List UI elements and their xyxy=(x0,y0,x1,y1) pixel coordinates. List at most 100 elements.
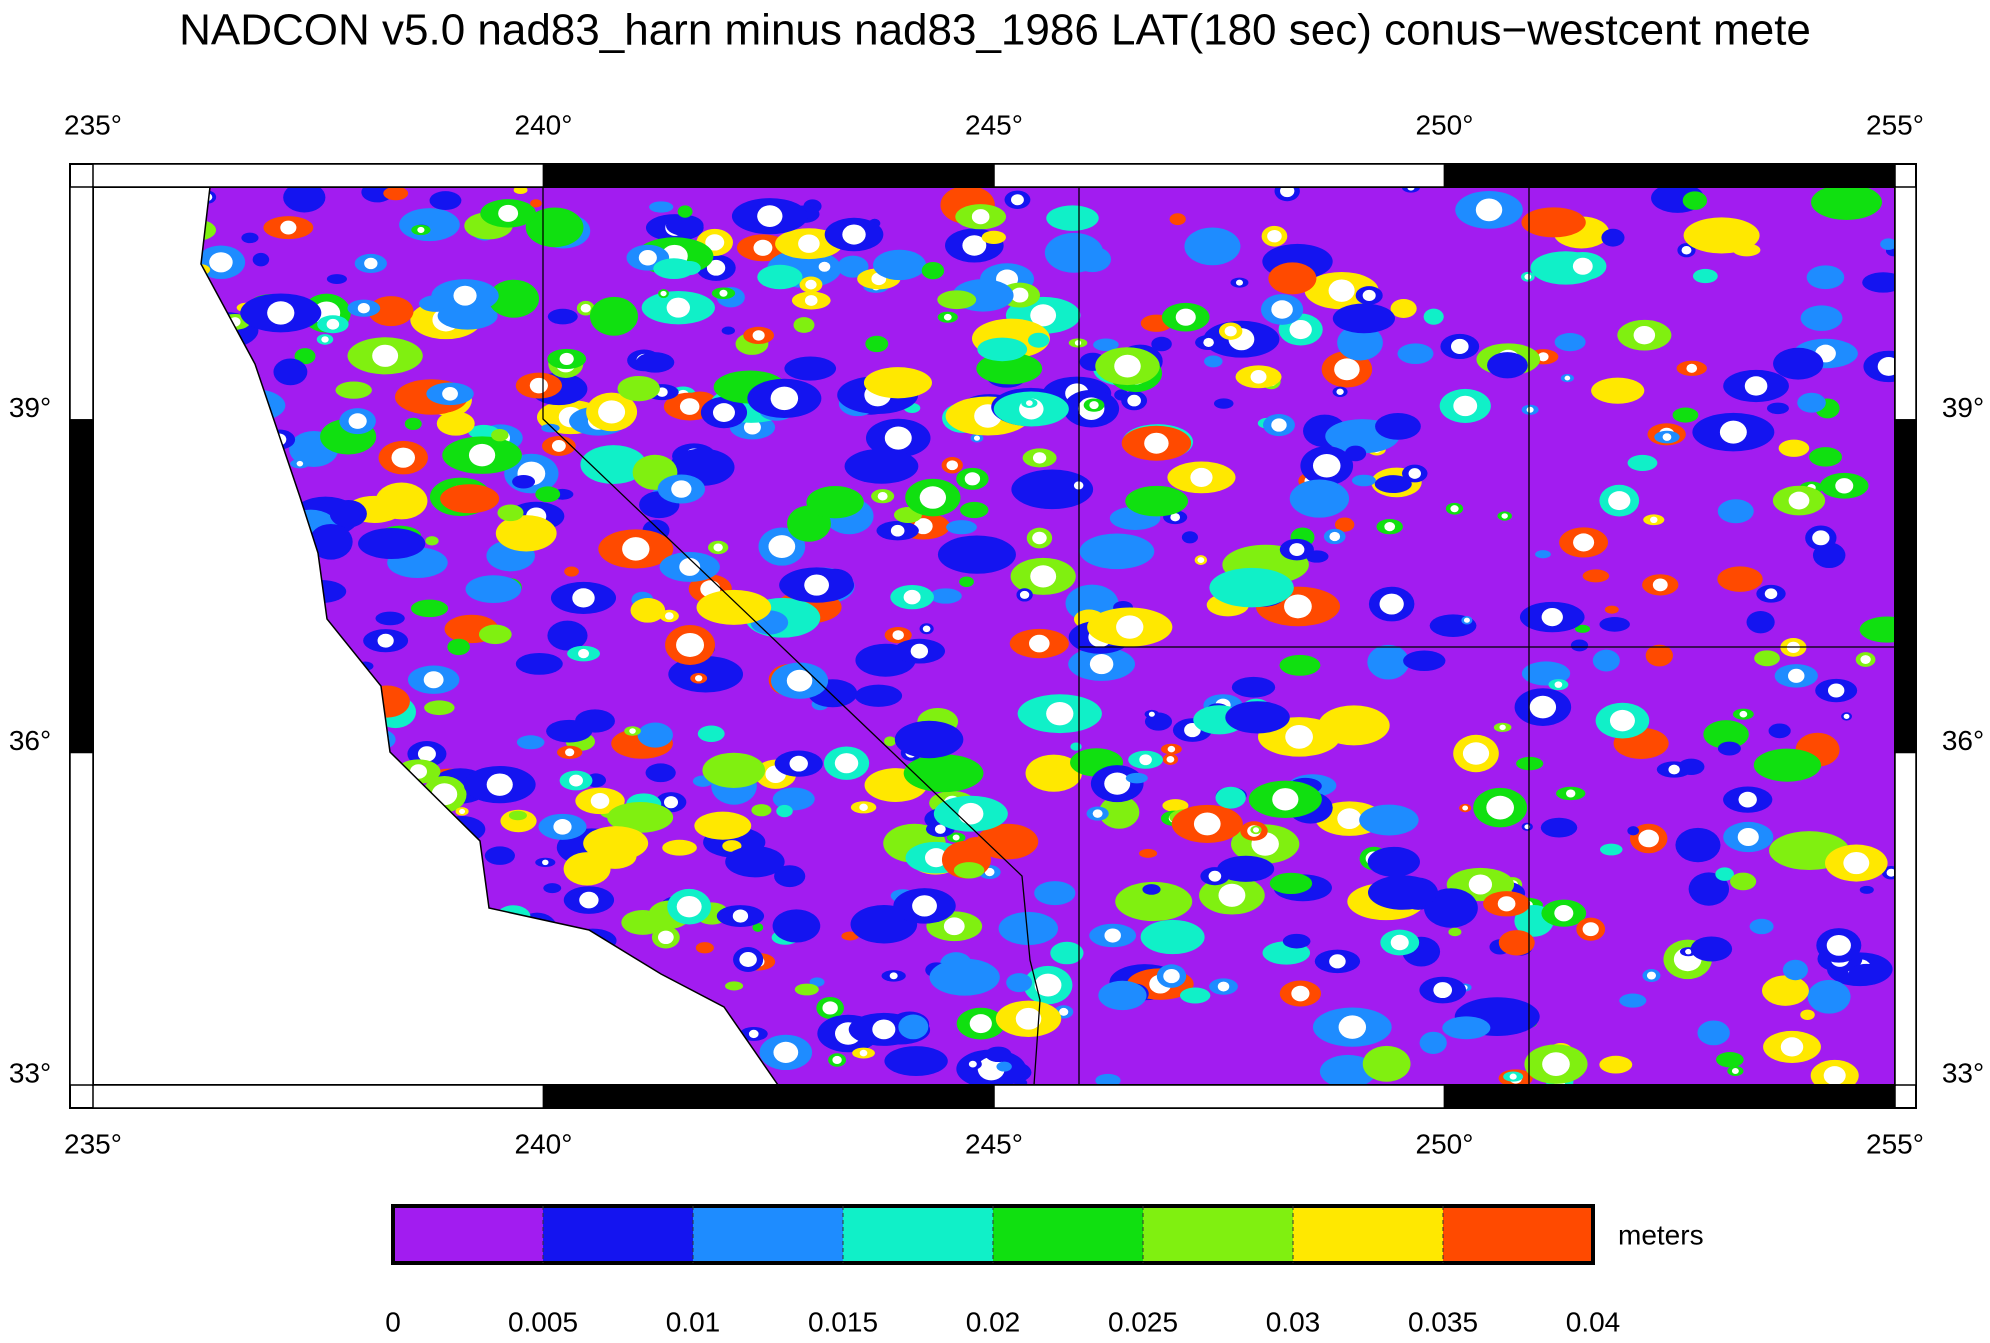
raster-blob xyxy=(1566,789,1576,798)
raster-blob xyxy=(1744,376,1768,396)
raster-blob xyxy=(1773,347,1824,380)
x-tick-label: 245° xyxy=(965,109,1023,140)
raster-blob xyxy=(513,187,528,195)
raster-blob xyxy=(668,656,744,693)
raster-blob xyxy=(969,1014,992,1034)
raster-blob xyxy=(921,261,945,280)
raster-blob xyxy=(551,440,566,452)
raster-blob xyxy=(559,352,574,366)
raster-blob xyxy=(1754,650,1780,667)
raster-blob xyxy=(1334,358,1360,381)
raster-blob xyxy=(877,491,888,501)
raster-blob xyxy=(1499,724,1506,731)
raster-blob xyxy=(326,274,347,284)
raster-blob xyxy=(1217,855,1275,882)
raster-blob xyxy=(637,722,673,748)
raster-blob xyxy=(1739,710,1748,718)
raster-blob xyxy=(1163,969,1180,984)
raster-blob xyxy=(1104,928,1121,943)
raster-blob xyxy=(725,846,785,878)
raster-blob xyxy=(563,852,611,886)
raster-blob xyxy=(1540,817,1578,838)
raster-blob xyxy=(357,303,370,314)
raster-blob xyxy=(694,675,703,682)
raster-blob xyxy=(1235,279,1243,286)
raster-blob xyxy=(973,435,980,441)
raster-blob xyxy=(1032,531,1047,545)
raster-blob xyxy=(607,802,674,833)
raster-blob xyxy=(960,501,989,519)
raster-blob xyxy=(1564,375,1571,381)
raster-blob xyxy=(459,808,466,814)
raster-blob xyxy=(768,535,796,559)
raster-blob xyxy=(1807,979,1851,1014)
raster-blob xyxy=(649,201,674,213)
raster-blob xyxy=(757,264,803,290)
raster-blob xyxy=(910,643,929,659)
raster-blob xyxy=(1224,325,1237,337)
raster-blob xyxy=(1374,475,1412,494)
raster-blob xyxy=(1419,1031,1447,1054)
raster-blob xyxy=(943,917,965,936)
raster-blob xyxy=(1271,418,1287,432)
y-tick-label: 36° xyxy=(9,725,51,756)
raster-blob xyxy=(960,836,992,863)
raster-blob xyxy=(1059,1007,1069,1016)
raster-blob xyxy=(1509,1073,1517,1080)
raster-blob xyxy=(937,290,977,310)
raster-blob xyxy=(535,486,561,503)
raster-blob xyxy=(1749,918,1774,935)
raster-blob xyxy=(1433,982,1453,999)
raster-blob xyxy=(468,443,496,467)
x-tick-label: 245° xyxy=(965,1128,1023,1159)
raster-blob xyxy=(553,819,572,835)
colorbar-label: meters xyxy=(1618,1219,1704,1250)
raster-blob xyxy=(1662,433,1672,441)
raster-blob xyxy=(1731,1068,1739,1074)
raster-blob xyxy=(1672,407,1699,423)
raster-blob xyxy=(998,911,1059,946)
raster-blob xyxy=(964,472,981,486)
raster-blob xyxy=(1692,268,1718,284)
frame-band xyxy=(1894,186,1917,421)
raster-blob xyxy=(425,536,439,546)
raster-blob xyxy=(542,859,549,866)
raster-blob xyxy=(1498,930,1535,956)
raster-blob xyxy=(1541,607,1563,627)
raster-blob xyxy=(1140,919,1205,955)
raster-blob xyxy=(630,598,666,623)
raster-blob xyxy=(589,296,639,336)
raster-blob xyxy=(1367,875,1438,910)
raster-blob xyxy=(465,575,522,604)
raster-blob xyxy=(495,515,557,552)
raster-blob xyxy=(842,224,866,245)
raster-blob xyxy=(1279,654,1321,676)
raster-blob xyxy=(1025,754,1082,792)
raster-blob xyxy=(748,1029,759,1039)
raster-blob xyxy=(1591,377,1645,404)
raster-blob xyxy=(1338,1015,1367,1039)
raster-blob xyxy=(929,588,962,604)
raster-blob xyxy=(702,752,766,788)
raster-blob xyxy=(834,753,859,774)
raster-blob xyxy=(719,289,728,297)
raster-blob xyxy=(1231,676,1276,698)
frame-band xyxy=(542,1084,995,1109)
y-tick-label: 33° xyxy=(1942,1057,1984,1088)
raster-blob xyxy=(1766,402,1789,415)
raster-blob xyxy=(805,279,817,290)
frame-band xyxy=(993,163,1446,188)
raster-blob xyxy=(1114,354,1141,378)
raster-blob xyxy=(1125,772,1148,784)
raster-blob xyxy=(364,257,378,270)
raster-blob xyxy=(721,326,735,335)
raster-blob xyxy=(1717,499,1754,524)
frame-band xyxy=(1443,163,1896,188)
raster-blob xyxy=(929,958,1000,996)
raster-blob xyxy=(1778,439,1810,457)
raster-blob xyxy=(417,226,425,234)
raster-blob xyxy=(743,419,761,435)
raster-blob xyxy=(657,930,674,945)
x-tick-label: 250° xyxy=(1416,1128,1474,1159)
raster-blob xyxy=(309,523,353,560)
